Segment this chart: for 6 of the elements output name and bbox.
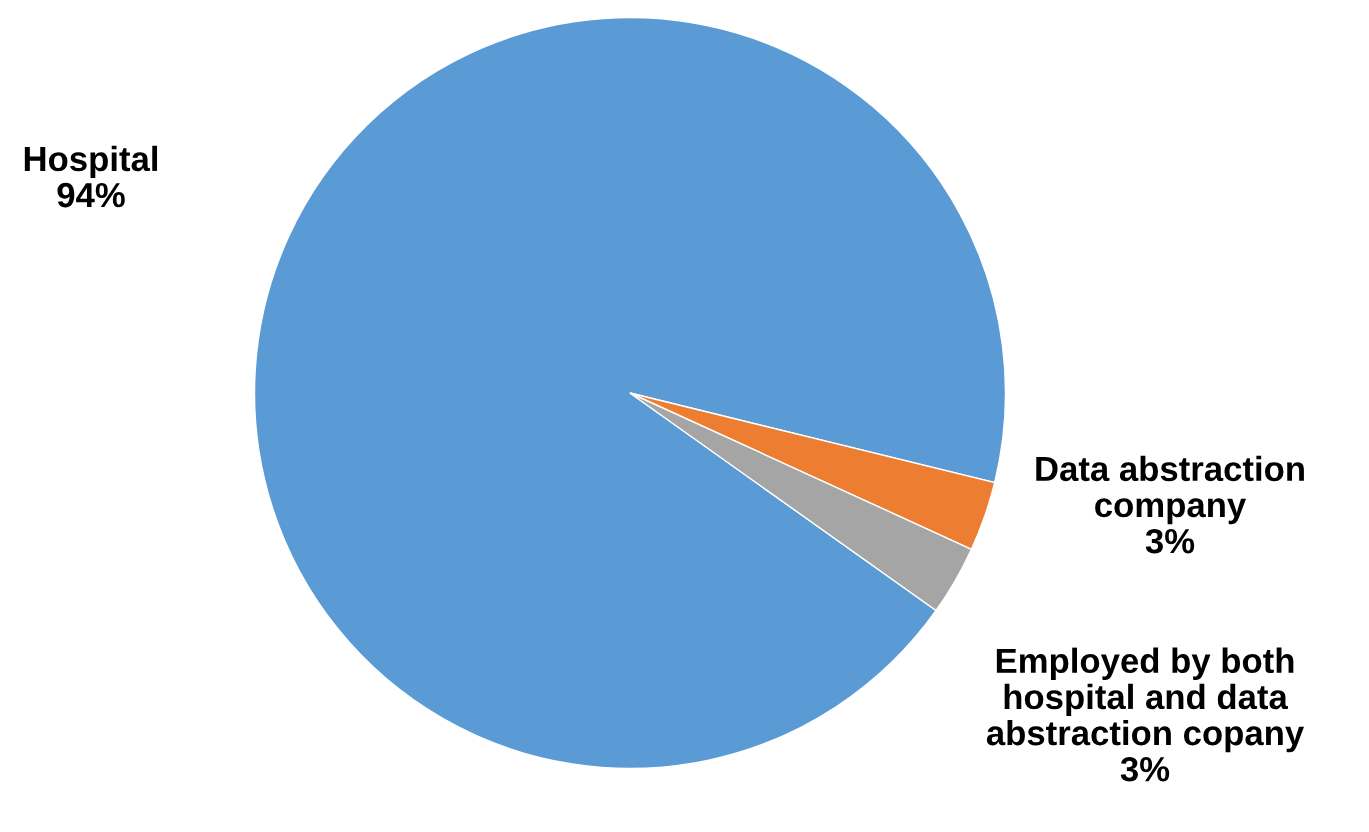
slice-label: Data abstraction company <box>1036 455 1304 525</box>
slice-label: Hospital <box>24 145 158 179</box>
slice-label: Employed by both hospital and data abstraction copany <box>986 647 1305 753</box>
data-label: 3% <box>1145 528 1195 554</box>
data-label: 94% <box>57 182 125 208</box>
data-label: 3% <box>1120 756 1170 782</box>
